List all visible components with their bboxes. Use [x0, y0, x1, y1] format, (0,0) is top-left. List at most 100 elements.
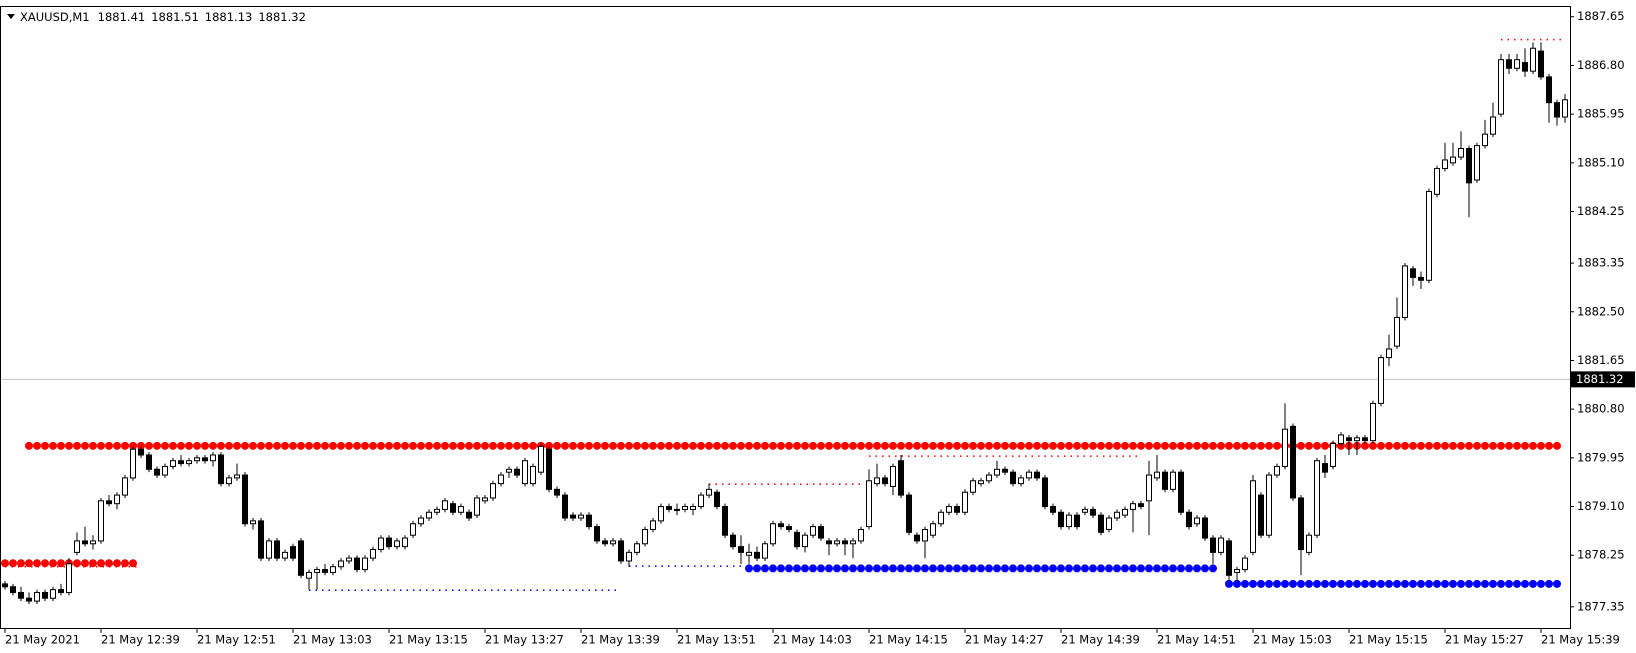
candle-body: [1138, 503, 1144, 508]
candle-body: [410, 523, 416, 536]
candle-body: [922, 528, 928, 542]
candle-body: [34, 591, 40, 602]
candle-body: [746, 551, 752, 556]
candle-body: [250, 520, 256, 525]
candle-body: [1210, 537, 1216, 553]
candle-body: [1258, 494, 1264, 536]
x-tick-label: 21 May 15:15: [1349, 633, 1428, 647]
candle-body: [114, 494, 120, 505]
x-tick-label: 21 May 13:15: [389, 633, 468, 647]
y-tick-label: 1881.65: [1577, 353, 1625, 367]
candle-body: [1562, 99, 1568, 118]
candle-body: [1186, 511, 1192, 528]
candle-body: [906, 494, 912, 533]
candle-body: [714, 491, 720, 508]
menu-triangle: [7, 14, 15, 19]
x-tick-label: 21 May 13:27: [485, 633, 564, 647]
candle-body: [778, 523, 784, 528]
candle-body: [218, 454, 224, 485]
candle-body: [562, 494, 568, 519]
x-tick-label: 21 May 2021: [5, 633, 80, 647]
candle-body: [1554, 102, 1560, 118]
y-tick-label: 1878.25: [1577, 548, 1625, 562]
candle-body: [1218, 537, 1224, 553]
candle-body: [802, 534, 808, 548]
candle-body: [2, 583, 8, 588]
candle-body: [650, 520, 656, 530]
candle-body: [1058, 511, 1064, 528]
candle-body: [330, 566, 336, 573]
candle-body: [506, 468, 512, 473]
candle-body: [962, 491, 968, 513]
candle-body: [1450, 156, 1456, 164]
candle-body: [274, 540, 280, 559]
candle-body: [594, 526, 600, 542]
candle-body: [1522, 62, 1528, 72]
plot-frame: [0, 6, 1571, 629]
candle-body: [426, 511, 432, 519]
candle-body: [362, 557, 368, 571]
candle-body: [810, 526, 816, 536]
x-tick-label: 21 May 12:51: [197, 633, 276, 647]
candle-body: [210, 454, 216, 462]
candle-body: [1130, 503, 1136, 510]
candle-body: [498, 474, 504, 485]
candle-body: [386, 537, 392, 548]
candle-body: [682, 506, 688, 510]
candle-body: [138, 448, 144, 456]
candle-body: [186, 460, 192, 465]
y-tick-label: 1879.95: [1577, 450, 1625, 464]
candle-body: [1362, 437, 1368, 442]
candle-body: [642, 528, 648, 545]
candle-body: [698, 494, 704, 508]
candle-body: [978, 480, 984, 485]
candle-body: [194, 457, 200, 462]
candle-body: [970, 480, 976, 493]
candle-body: [1154, 471, 1160, 479]
candle-body: [482, 497, 488, 502]
y-tick-label: 1883.35: [1577, 256, 1625, 270]
candle-body: [586, 514, 592, 528]
candle-body: [1234, 569, 1240, 573]
x-tick-label: 21 May 14:39: [1061, 633, 1140, 647]
candle-body: [474, 497, 480, 516]
candle-body: [450, 503, 456, 513]
x-tick-label: 21 May 12:39: [101, 633, 180, 647]
candle-body: [634, 543, 640, 553]
candle-body: [610, 540, 616, 545]
candle-body: [938, 511, 944, 525]
candle-body: [306, 571, 312, 579]
candle-body: [434, 508, 440, 513]
candle-body: [442, 500, 448, 510]
candle-body: [1170, 471, 1176, 490]
candle-body: [658, 506, 664, 522]
candle-body: [1018, 477, 1024, 485]
candle-body: [626, 551, 632, 562]
candle-body: [946, 506, 952, 513]
price-label-box: [1571, 371, 1635, 388]
candle-body: [1298, 497, 1304, 551]
x-tick-label: 21 May 14:27: [965, 633, 1044, 647]
candle-body: [354, 557, 360, 571]
candle-body: [1282, 428, 1288, 467]
candle-body: [130, 448, 136, 479]
candle-body: [1226, 540, 1232, 576]
candle-body: [282, 551, 288, 559]
y-tick-label: 1885.10: [1577, 155, 1625, 169]
candle-body: [674, 508, 680, 511]
candle-body: [850, 540, 856, 545]
candle-body: [1346, 437, 1352, 442]
candle-body: [1090, 508, 1096, 516]
candle-body: [954, 506, 960, 513]
candle-body: [914, 534, 920, 542]
candle-body: [402, 537, 408, 548]
candle-body: [1202, 517, 1208, 539]
candle-body: [1474, 145, 1480, 181]
candle-body: [290, 546, 296, 559]
candle-body: [1122, 508, 1128, 516]
candle-body: [1066, 514, 1072, 528]
candle-body: [1538, 50, 1544, 78]
candle-body: [826, 540, 832, 545]
